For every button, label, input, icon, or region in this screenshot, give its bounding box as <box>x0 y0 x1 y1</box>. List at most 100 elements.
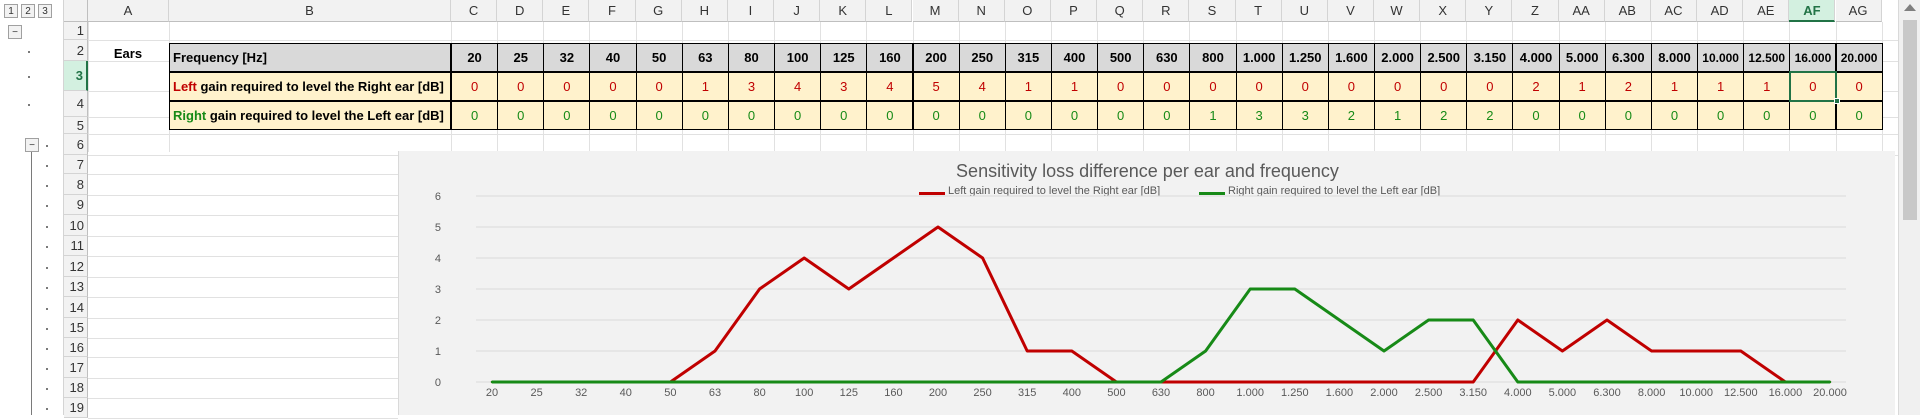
left-gain-value-cell[interactable]: 1 <box>1650 72 1699 101</box>
left-gain-value-cell[interactable]: 1 <box>681 72 729 101</box>
right-gain-value-cell[interactable]: 0 <box>451 101 499 130</box>
row-header-12[interactable]: 12 <box>64 256 88 277</box>
row-header-11[interactable]: 11 <box>64 236 88 256</box>
frequency-cell[interactable]: 400 <box>1050 43 1099 72</box>
left-gain-value-cell[interactable]: 1 <box>1743 72 1791 101</box>
frequency-cell[interactable]: 125 <box>820 43 868 72</box>
right-gain-value-cell[interactable]: 0 <box>866 101 914 130</box>
column-header-y[interactable]: Y <box>1466 0 1513 22</box>
left-gain-value-cell[interactable]: 0 <box>1281 72 1329 101</box>
left-gain-value-cell[interactable]: 1 <box>1558 72 1606 101</box>
row-header-9[interactable]: 9 <box>64 195 88 215</box>
column-header-ag[interactable]: AG <box>1835 0 1882 22</box>
frequency-cell[interactable]: 20.000 <box>1835 43 1883 72</box>
row-header-19[interactable]: 19 <box>64 398 88 418</box>
column-header-q[interactable]: Q <box>1097 0 1144 22</box>
column-header-g[interactable]: G <box>635 0 682 22</box>
left-gain-value-cell[interactable]: 0 <box>543 72 591 101</box>
right-gain-value-cell[interactable]: 0 <box>1004 101 1052 130</box>
select-all-corner[interactable] <box>64 0 88 22</box>
right-gain-value-cell[interactable]: 0 <box>1604 101 1652 130</box>
frequency-cell[interactable]: 25 <box>497 43 545 72</box>
column-header-f[interactable]: F <box>589 0 636 22</box>
column-header-ab[interactable]: AB <box>1604 0 1651 22</box>
column-header-af[interactable]: AF <box>1789 0 1836 22</box>
left-gain-value-cell[interactable]: 2 <box>1604 72 1652 101</box>
column-header-t[interactable]: T <box>1235 0 1282 22</box>
right-gain-value-cell[interactable]: 0 <box>727 101 776 130</box>
right-gain-value-cell[interactable]: 0 <box>1143 101 1191 130</box>
column-header-m[interactable]: M <box>912 0 959 22</box>
frequency-cell[interactable]: 12.500 <box>1743 43 1791 72</box>
right-gain-value-cell[interactable]: 0 <box>635 101 683 130</box>
row-header-7[interactable]: 7 <box>64 155 88 174</box>
fill-handle[interactable] <box>1833 98 1840 104</box>
frequency-cell[interactable]: 6.300 <box>1604 43 1652 72</box>
left-gain-value-cell[interactable]: 1 <box>1697 72 1745 101</box>
left-gain-value-cell[interactable]: 0 <box>1374 72 1422 101</box>
column-header-u[interactable]: U <box>1281 0 1328 22</box>
frequency-cell[interactable]: 4.000 <box>1512 43 1560 72</box>
left-gain-value-cell[interactable]: 4 <box>866 72 914 101</box>
column-header-r[interactable]: R <box>1143 0 1190 22</box>
column-header-o[interactable]: O <box>1004 0 1051 22</box>
frequency-cell[interactable]: 40 <box>589 43 637 72</box>
frequency-cell[interactable]: 10.000 <box>1697 43 1745 72</box>
frequency-cell[interactable]: 500 <box>1097 43 1145 72</box>
column-header-k[interactable]: K <box>820 0 867 22</box>
right-gain-value-cell[interactable]: 1 <box>1189 101 1237 130</box>
right-gain-value-cell[interactable]: 0 <box>1512 101 1560 130</box>
column-header-c[interactable]: C <box>451 0 498 22</box>
left-gain-value-cell[interactable]: 4 <box>958 72 1006 101</box>
right-gain-value-cell[interactable]: 0 <box>1050 101 1099 130</box>
outline-level-3-button[interactable]: 3 <box>38 4 52 18</box>
left-gain-value-cell[interactable]: 0 <box>1466 72 1514 101</box>
vertical-scrollbar[interactable] <box>1898 0 1920 415</box>
column-header-i[interactable]: I <box>727 0 775 22</box>
scrollbar-thumb[interactable] <box>1903 20 1917 220</box>
left-gain-value-cell[interactable]: 0 <box>1420 72 1468 101</box>
outline-collapse-button-2[interactable]: − <box>25 138 39 152</box>
left-gain-value-cell[interactable]: 0 <box>1235 72 1283 101</box>
column-header-ae[interactable]: AE <box>1743 0 1790 22</box>
column-header-d[interactable]: D <box>497 0 544 22</box>
row-header-6[interactable]: 6 <box>64 134 88 155</box>
frequency-header-cell[interactable]: Frequency [Hz] <box>169 43 451 72</box>
row-header-10[interactable]: 10 <box>64 215 88 236</box>
column-header-aa[interactable]: AA <box>1558 0 1605 22</box>
column-header-z[interactable]: Z <box>1512 0 1559 22</box>
left-gain-value-cell[interactable]: 0 <box>497 72 545 101</box>
frequency-cell[interactable]: 800 <box>1189 43 1237 72</box>
frequency-cell[interactable]: 50 <box>635 43 683 72</box>
frequency-cell[interactable]: 2.500 <box>1420 43 1468 72</box>
column-header-v[interactable]: V <box>1327 0 1374 22</box>
column-header-l[interactable]: L <box>866 0 913 22</box>
right-gain-value-cell[interactable]: 0 <box>1835 101 1883 130</box>
row-header-18[interactable]: 18 <box>64 378 88 398</box>
right-gain-value-cell[interactable]: 3 <box>1235 101 1283 130</box>
row-header-4[interactable]: 4 <box>64 91 88 117</box>
frequency-cell[interactable]: 1.250 <box>1281 43 1329 72</box>
left-gain-value-cell[interactable]: 0 <box>635 72 683 101</box>
left-gain-value-cell[interactable]: 5 <box>912 72 960 101</box>
right-gain-label-cell[interactable]: Right gain required to level the Left ea… <box>169 101 451 130</box>
right-gain-value-cell[interactable]: 0 <box>1789 101 1837 130</box>
row-header-2[interactable]: 2 <box>64 40 88 61</box>
frequency-cell[interactable]: 3.150 <box>1466 43 1514 72</box>
column-header-e[interactable]: E <box>543 0 590 22</box>
left-gain-value-cell[interactable]: 4 <box>774 72 822 101</box>
left-gain-value-cell[interactable]: 0 <box>589 72 637 101</box>
column-header-x[interactable]: X <box>1420 0 1467 22</box>
sensitivity-chart[interactable]: Sensitivity loss difference per ear and … <box>398 151 1895 415</box>
right-gain-value-cell[interactable]: 0 <box>681 101 729 130</box>
frequency-cell[interactable]: 100 <box>774 43 822 72</box>
left-gain-value-cell[interactable]: 1 <box>1050 72 1099 101</box>
column-header-s[interactable]: S <box>1189 0 1236 22</box>
frequency-cell[interactable]: 16.000 <box>1789 43 1837 72</box>
column-header-ac[interactable]: AC <box>1650 0 1698 22</box>
right-gain-value-cell[interactable]: 0 <box>543 101 591 130</box>
right-gain-value-cell[interactable]: 0 <box>1097 101 1145 130</box>
column-header-w[interactable]: W <box>1374 0 1421 22</box>
right-gain-value-cell[interactable]: 0 <box>1558 101 1606 130</box>
right-gain-value-cell[interactable]: 2 <box>1466 101 1514 130</box>
